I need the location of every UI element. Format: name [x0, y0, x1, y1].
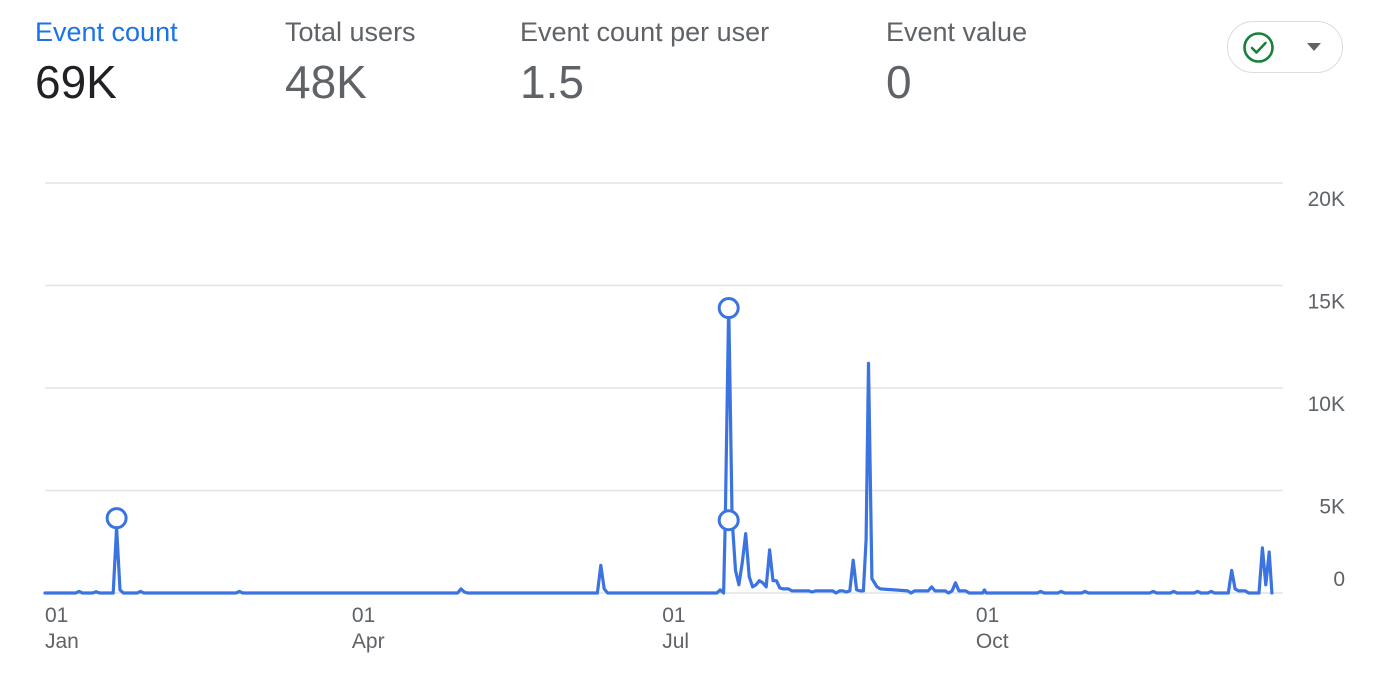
metric-label: Event value	[886, 17, 1028, 47]
x-tick-label-month: Apr	[352, 630, 385, 653]
highlight-point[interactable]	[105, 507, 128, 530]
y-tick-label: 5K	[1319, 496, 1345, 519]
y-tick-label: 15K	[1308, 291, 1345, 314]
metric-event-count-per-user-tab[interactable]: Event count per user 1.5	[520, 14, 769, 112]
highlight-point[interactable]	[717, 297, 740, 320]
x-tick-label-day: 01	[352, 604, 375, 627]
caret-down-icon	[1307, 43, 1321, 51]
comparison-dropdown-button[interactable]	[1227, 21, 1343, 73]
metric-value: 48K	[285, 56, 367, 108]
event-count-line-chart: 20K 15K 10K 5K 0 01 Jan 01 Apr 01 Jul 01 Oct	[43, 182, 1345, 653]
metric-total-users-tab[interactable]: Total users 48K	[285, 14, 416, 112]
metric-event-value-tab[interactable]: Event value 0	[886, 14, 1027, 112]
metrics-bar: Event count 69K Total users 48K Event co…	[0, 0, 1380, 130]
metric-event-count-tab[interactable]: Event count 69K	[35, 14, 178, 112]
metric-label: Event count per user	[520, 17, 770, 47]
x-tick-label-day: 01	[662, 604, 685, 627]
y-tick-label: 20K	[1308, 188, 1345, 211]
highlight-point[interactable]	[717, 509, 740, 532]
metric-label: Event count	[35, 17, 178, 47]
x-tick-label-day: 01	[45, 604, 68, 627]
x-tick-label-month: Oct	[976, 630, 1009, 653]
y-tick-label: 10K	[1308, 393, 1345, 416]
x-tick-label-month: Jan	[45, 630, 79, 653]
metric-value: 69K	[35, 56, 117, 108]
metric-label: Total users	[285, 17, 416, 47]
y-axis-ticks: 20K 15K 10K 5K 0	[1308, 188, 1345, 591]
check-circle-icon	[1243, 32, 1274, 63]
series-line	[43, 302, 1274, 595]
series-layer	[43, 302, 1274, 595]
x-tick-label-month: Jul	[662, 630, 689, 653]
highlight-markers	[105, 297, 740, 532]
metric-value: 1.5	[520, 56, 584, 108]
gridlines	[45, 182, 1283, 594]
metric-value: 0	[886, 56, 912, 108]
x-axis-ticks: 01 Jan 01 Apr 01 Jul 01 Oct	[45, 604, 1009, 653]
y-tick-label: 0	[1333, 568, 1345, 591]
x-tick-label-day: 01	[976, 604, 999, 627]
